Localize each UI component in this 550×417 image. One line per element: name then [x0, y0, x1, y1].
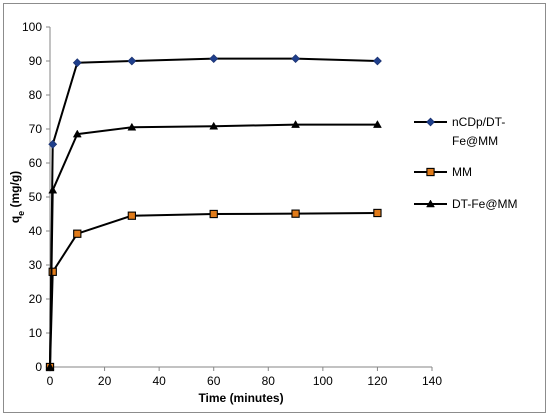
legend-label: Fe@MM	[452, 134, 498, 148]
series-line-1	[49, 211, 378, 368]
x-tick-label: 60	[207, 374, 221, 388]
data-point-1	[73, 229, 82, 238]
y-tick-label: 60	[29, 156, 43, 170]
y-tick-label: 70	[29, 122, 43, 136]
y-tick-label: 80	[29, 88, 43, 102]
data-point-1	[209, 209, 218, 219]
series-line-2	[49, 123, 378, 368]
data-point-1	[127, 211, 137, 220]
y-axis-title-subscript: e	[16, 211, 26, 216]
legend-marker	[426, 199, 435, 208]
legend-marker	[426, 117, 435, 127]
data-point-2	[45, 362, 55, 371]
y-axis-title-main: q	[8, 216, 22, 223]
y-tick-label: 0	[35, 360, 42, 374]
data-point-2	[48, 185, 58, 194]
x-tick-label: 80	[262, 374, 276, 388]
x-tick-label: 40	[152, 374, 166, 388]
y-tick-label: 20	[29, 292, 43, 306]
axes	[46, 26, 433, 371]
data-point-1	[291, 209, 300, 218]
data-point-0	[209, 54, 219, 64]
x-tick-labels: 0 20 40 60 80 100 120 140	[47, 374, 443, 388]
x-tick-label: 0	[47, 374, 54, 388]
x-axis-title: Time (minutes)	[198, 391, 283, 405]
y-tick-label: 90	[29, 54, 43, 68]
data-point-0	[127, 56, 137, 66]
x-tick-label: 100	[313, 374, 333, 388]
data-point-1	[373, 208, 382, 218]
data-point-0	[373, 56, 382, 66]
x-tick-label: 140	[422, 374, 442, 388]
chart-frame: 0 10 20 30 40 50 60 70 80 90 100 0 20 40 60 80 100 120 14…	[3, 3, 546, 413]
x-tick-label: 120	[367, 374, 387, 388]
series-group	[45, 54, 382, 372]
legend-label: MM	[452, 165, 472, 179]
data-point-0	[48, 139, 58, 149]
y-tick-label: 100	[22, 20, 42, 34]
y-tick-label: 50	[29, 190, 43, 204]
legend-label: nCDp/DT-	[452, 115, 505, 129]
line-chart: 0 10 20 30 40 50 60 70 80 90 100 0 20 40 60 80 100 120 14…	[8, 20, 518, 405]
data-point-0	[72, 58, 82, 68]
data-point-2	[372, 120, 382, 128]
y-tick-label: 10	[29, 326, 43, 340]
data-point-2	[209, 121, 219, 130]
y-tick-labels: 0 10 20 30 40 50 60 70 80 90 100	[22, 20, 42, 374]
data-point-2	[127, 122, 137, 131]
y-axis-title: qe (mg/g)	[8, 171, 26, 223]
y-tick-label: 30	[29, 258, 43, 272]
x-tick-label: 20	[98, 374, 112, 388]
data-point-1	[48, 267, 57, 276]
y-axis-title-unit: (mg/g)	[8, 171, 22, 211]
legend-label: DT-Fe@MM	[452, 197, 518, 211]
data-point-2	[72, 129, 82, 138]
legend-marker	[426, 167, 435, 177]
data-point-2	[291, 120, 301, 128]
legend: nCDp/DT- Fe@MM MM DT-Fe@MM	[414, 115, 518, 211]
data-point-0	[291, 54, 300, 64]
y-tick-label: 40	[29, 224, 43, 238]
